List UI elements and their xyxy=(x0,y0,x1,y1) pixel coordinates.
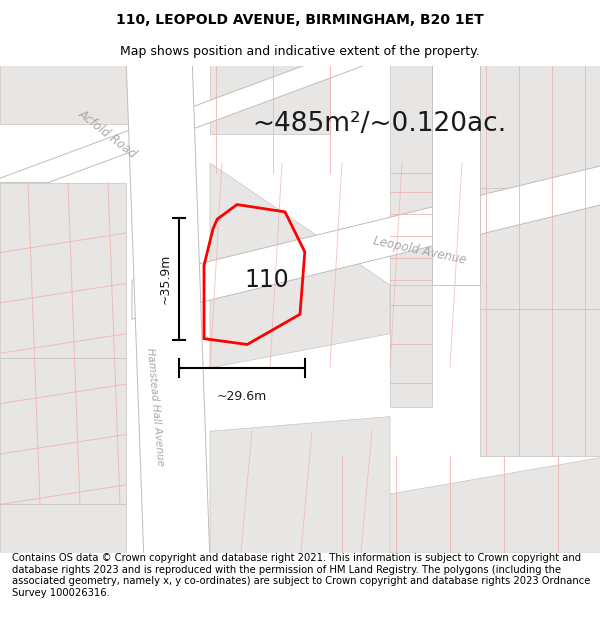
Polygon shape xyxy=(132,163,600,319)
Text: 110: 110 xyxy=(245,268,289,292)
Polygon shape xyxy=(126,56,210,563)
Polygon shape xyxy=(0,358,126,504)
Polygon shape xyxy=(0,56,132,124)
Polygon shape xyxy=(480,188,600,309)
Polygon shape xyxy=(390,56,432,173)
Polygon shape xyxy=(390,285,432,407)
Text: 110, LEOPOLD AVENUE, BIRMINGHAM, B20 1ET: 110, LEOPOLD AVENUE, BIRMINGHAM, B20 1ET xyxy=(116,12,484,27)
Text: Map shows position and indicative extent of the property.: Map shows position and indicative extent… xyxy=(120,45,480,58)
Polygon shape xyxy=(480,309,600,456)
Polygon shape xyxy=(330,456,600,553)
Polygon shape xyxy=(390,173,432,285)
Text: Hamstead Hall Avenue: Hamstead Hall Avenue xyxy=(145,348,165,466)
Polygon shape xyxy=(210,163,390,368)
Polygon shape xyxy=(210,56,330,134)
Polygon shape xyxy=(0,504,126,563)
Polygon shape xyxy=(0,182,126,358)
Text: ~35.9m: ~35.9m xyxy=(158,254,172,304)
Polygon shape xyxy=(210,417,390,563)
Text: Leopold Avenue: Leopold Avenue xyxy=(373,234,467,267)
Text: ~29.6m: ~29.6m xyxy=(217,390,267,402)
Text: Contains OS data © Crown copyright and database right 2021. This information is : Contains OS data © Crown copyright and d… xyxy=(12,553,590,598)
Polygon shape xyxy=(0,56,390,182)
Text: Acfold Road: Acfold Road xyxy=(76,107,140,161)
Text: ~485m²/~0.120ac.: ~485m²/~0.120ac. xyxy=(252,111,506,137)
Polygon shape xyxy=(432,56,480,285)
Polygon shape xyxy=(480,56,600,188)
